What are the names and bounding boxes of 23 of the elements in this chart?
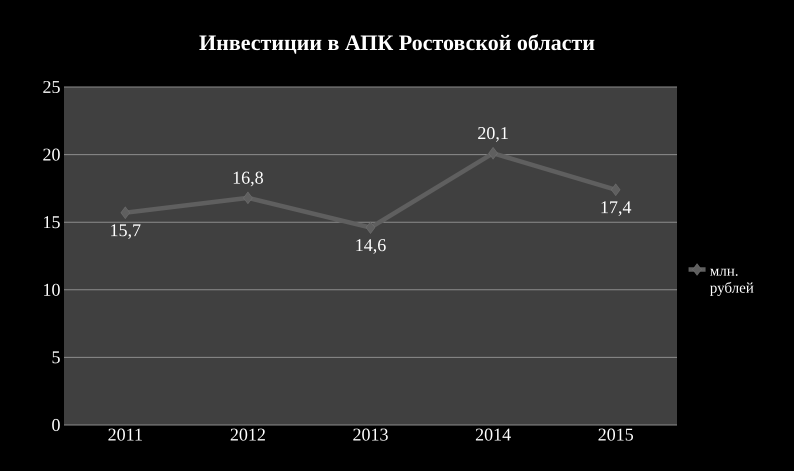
x-tick-label: 2012: [230, 428, 265, 441]
x-tick-label: 2015: [598, 428, 633, 441]
y-tick-label: 15: [44, 216, 60, 228]
data-label: 16,8: [234, 172, 263, 186]
data-label: 15,7: [111, 224, 141, 239]
x-tick-label: 2011: [108, 428, 142, 441]
x-tick-label: 2013: [353, 428, 388, 441]
x-tick-label: 2014: [476, 428, 511, 441]
y-tick-label: 10: [44, 284, 60, 296]
chart-title: Инвестиции в АПК Ростовской области: [199, 34, 594, 54]
data-label: 17,4: [602, 201, 632, 216]
data-label: 14,6: [356, 239, 386, 254]
point: [488, 147, 498, 160]
point: [243, 192, 253, 204]
data-label: 20,1: [478, 126, 508, 142]
point: [120, 206, 130, 219]
y-tick-label: 5: [52, 351, 60, 364]
y-tick-label: 20: [43, 148, 60, 161]
point: [610, 184, 620, 196]
point: [366, 221, 376, 234]
y-tick-label: 25: [43, 80, 60, 94]
legend-label: млн. рублей: [710, 268, 754, 296]
y-tick-label: 0: [52, 418, 60, 432]
